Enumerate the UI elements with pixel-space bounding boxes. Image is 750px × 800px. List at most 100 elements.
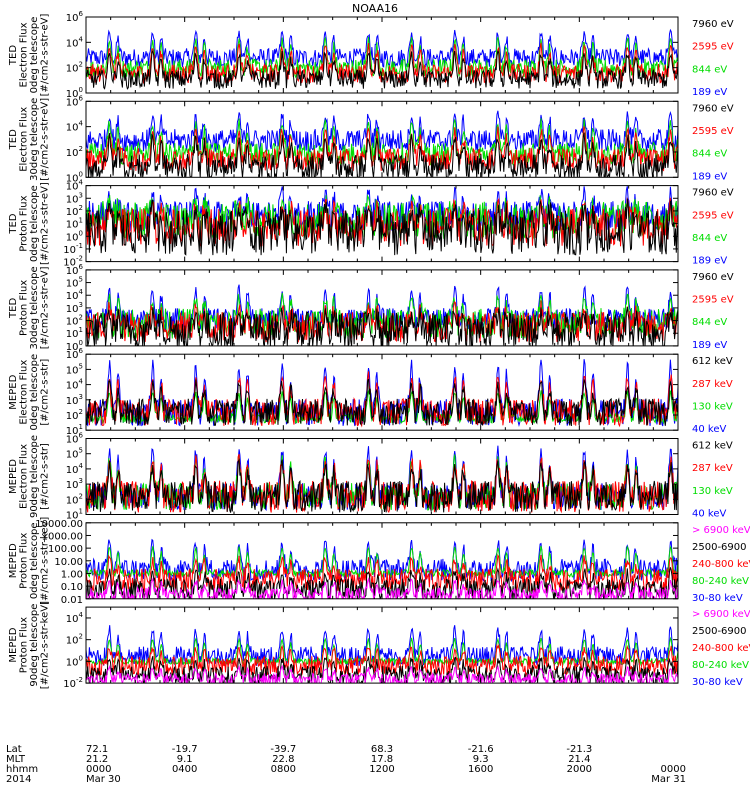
y-tick-label: 102 xyxy=(66,492,83,506)
legend-entry: 189 eV xyxy=(692,171,727,182)
series-287-kev-trace xyxy=(86,454,678,514)
y-axis-label: TEDElectron Flux30deg telescope[#/cm2-s-… xyxy=(8,98,51,181)
legend-entry: 844 eV xyxy=(692,233,727,244)
y-tick-label: 10-2 xyxy=(63,676,83,690)
series-2500-6900-trace xyxy=(86,567,678,599)
legend-entry: > 6900 keV xyxy=(692,525,750,536)
y-tick-label: 10000.00 xyxy=(35,519,83,530)
footer-value: 21.4 xyxy=(568,754,590,765)
y-axis-label: TEDProton Flux0deg telescope[#/cm2-s-str… xyxy=(8,182,51,265)
series-612-kev-trace xyxy=(86,458,678,513)
series-189-ev-trace xyxy=(86,110,678,153)
footer-row-label: Lat xyxy=(6,744,22,755)
panel-7-traces xyxy=(86,538,678,599)
series-7960-ev-trace xyxy=(86,198,678,256)
panel-6-traces xyxy=(86,445,678,514)
footer-row-label: 2014 xyxy=(6,774,31,785)
footer-value: 9.3 xyxy=(473,754,489,765)
legend-entry: 7960 eV xyxy=(692,272,734,283)
legend-entry: 612 keV xyxy=(692,441,733,452)
panel-5-traces xyxy=(86,359,678,428)
legend-entry: 189 eV xyxy=(692,87,727,98)
y-tick-label: 105 xyxy=(66,447,83,461)
y-tick-label: 106 xyxy=(66,347,84,361)
footer-value: 72.1 xyxy=(86,744,108,755)
y-tick-label: 105 xyxy=(66,362,83,376)
legend-entry: 80-240 keV xyxy=(692,576,749,587)
legend-entry: 240-800 keV xyxy=(692,643,750,654)
y-tick-label: 103 xyxy=(66,477,83,491)
legend-entry: 130 keV xyxy=(692,402,733,413)
y-tick-label: 1000.00 xyxy=(42,531,83,542)
y-tick-label: 106 xyxy=(66,10,84,24)
footer-value: 1200 xyxy=(369,764,394,775)
y-axis-label: MEPEDElectron Flux0deg telescope[#/cm2-s… xyxy=(8,354,51,431)
legend-entry: 40 keV xyxy=(692,424,726,435)
legend-entry: 844 eV xyxy=(692,149,727,160)
footer-value: -21.6 xyxy=(468,744,494,755)
series-7960-ev-trace xyxy=(86,306,678,346)
y-tick-label: 102 xyxy=(66,408,83,422)
legend-entry: 287 keV xyxy=(692,463,733,474)
footer-value: 22.8 xyxy=(272,754,294,765)
footer-value: 1600 xyxy=(468,764,493,775)
series-844-ev-trace xyxy=(86,36,678,79)
legend-entry: > 6900 keV xyxy=(692,609,750,620)
y-tick-label: 106 xyxy=(66,432,84,446)
legend-entry: 189 eV xyxy=(692,340,727,351)
legend-entry: 7960 eV xyxy=(692,19,734,30)
footer-value: -21.3 xyxy=(566,744,592,755)
panels: 106 104 102 100 TEDElectron Flux0deg telesco… xyxy=(8,10,750,690)
legend-entry: 189 eV xyxy=(692,256,727,267)
panel-3-traces xyxy=(86,186,678,256)
time-axis-footer: Lat 72.1 -19.7 -39.7 68.3 -21.6 -21.3 MLT 21.2 9.… xyxy=(6,744,686,785)
panel-4-traces xyxy=(86,284,678,346)
panel-2-traces xyxy=(86,110,678,178)
footer-row-label: MLT xyxy=(6,754,26,765)
y-tick-label: 102 xyxy=(66,633,83,647)
y-tick-label: 106 xyxy=(66,94,84,108)
footer-value: 0800 xyxy=(271,764,296,775)
chart-title: NOAA16 xyxy=(352,2,398,15)
legend-entry: 30-80 keV xyxy=(692,677,743,688)
footer-value: 0000 xyxy=(86,764,111,775)
y-tick-label: 104 xyxy=(66,120,84,134)
footer-value: 68.3 xyxy=(371,744,393,755)
footer-value: 0000 xyxy=(661,764,686,775)
legend-entry: 2595 eV xyxy=(692,210,734,221)
y-axis-label: MEPEDProton Flux0deg telescope[#/cm2-s-s… xyxy=(8,517,51,605)
legend-entry: 80-240 keV xyxy=(692,660,749,671)
series-612-kev-trace xyxy=(86,378,678,427)
y-axis-label: TEDProton Flux30deg telescope[#/cm2-s-st… xyxy=(8,266,51,349)
legend-entry: 30-80 keV xyxy=(692,593,743,604)
legend-entry: 2595 eV xyxy=(692,126,734,137)
y-tick-label: 104 xyxy=(66,462,84,476)
legend-entry: 844 eV xyxy=(692,317,727,328)
y-axis-label: MEPEDElectron Flux90deg telescope[#/cm2-… xyxy=(8,435,51,518)
footer-value: 2000 xyxy=(567,764,592,775)
y-tick-label: 0.10 xyxy=(61,582,83,593)
series-7960-ev-trace xyxy=(86,132,678,178)
footer-value: -39.7 xyxy=(270,744,296,755)
y-tick-label: 0.01 xyxy=(61,595,83,606)
legend-entry: 7960 eV xyxy=(692,188,734,199)
legend-entry: 2500-6900 xyxy=(692,542,747,553)
legend-entry: 240-800 keV xyxy=(692,559,750,570)
footer-value: 17.8 xyxy=(371,754,393,765)
footer-value: Mar 30 xyxy=(86,774,121,785)
legend-entry: 612 keV xyxy=(692,356,733,367)
legend-entry: 2595 eV xyxy=(692,295,734,306)
y-tick-label: 1.00 xyxy=(61,569,83,580)
y-axis-label: TEDElectron Flux0deg telescope[#/cm2-s-s… xyxy=(8,14,51,97)
legend-entry: 2500-6900 xyxy=(692,626,747,637)
y-tick-label: 100.00 xyxy=(48,544,83,555)
footer-value: 21.2 xyxy=(86,754,108,765)
y-tick-label: 102 xyxy=(66,61,83,75)
legend-entry: 7960 eV xyxy=(692,103,734,114)
